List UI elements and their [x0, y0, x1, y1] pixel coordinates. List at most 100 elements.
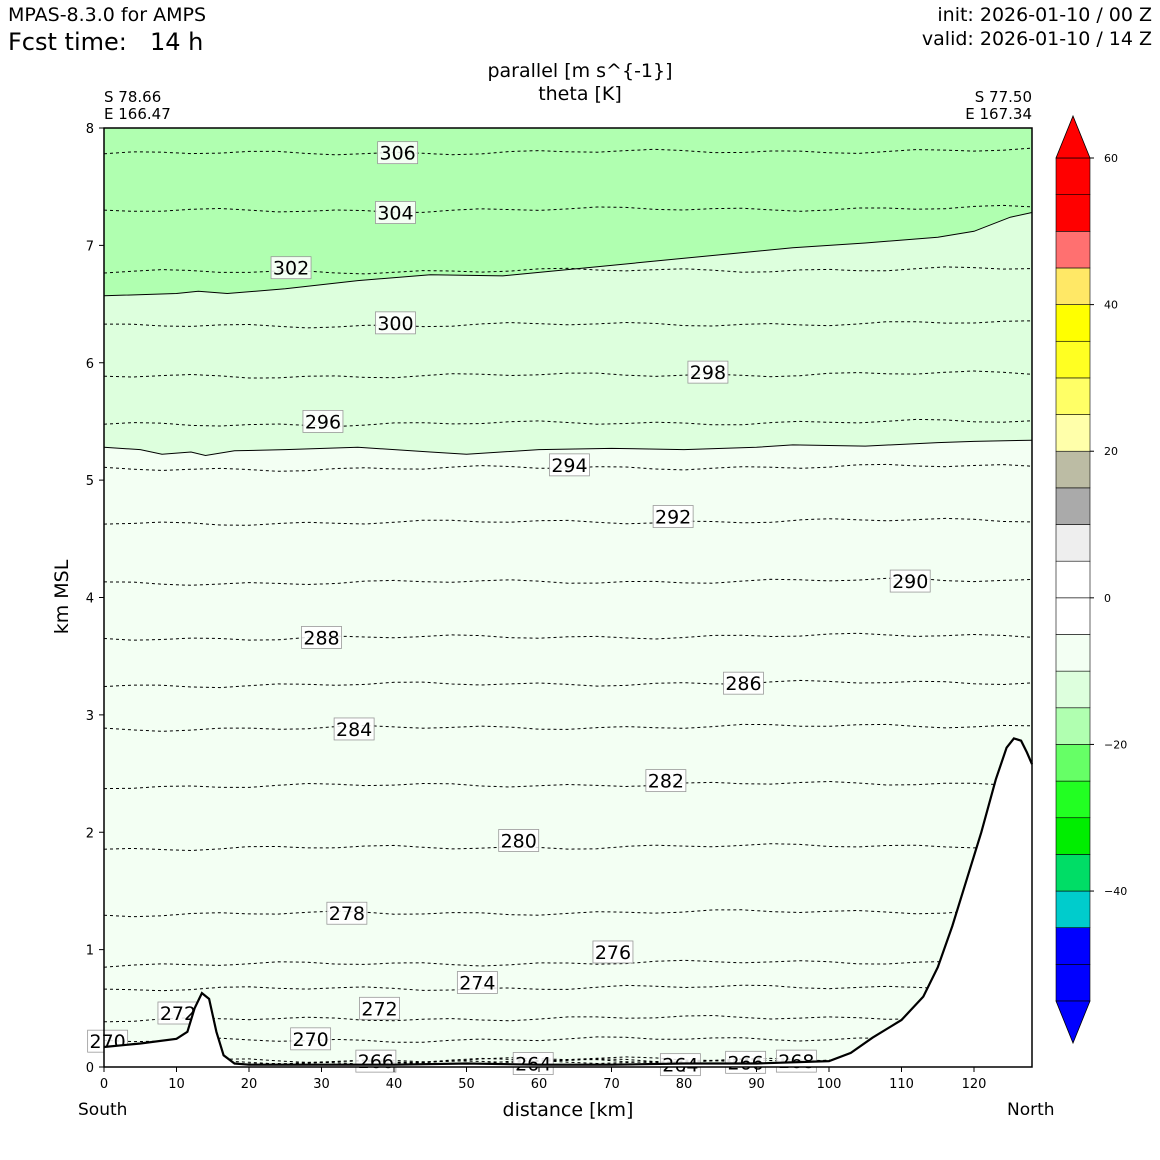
colorbar-swatch [1055, 707, 1091, 745]
colorbar-swatch [1055, 194, 1091, 232]
wind-contour-line [103, 212, 1033, 297]
colorbar-swatch [1055, 157, 1091, 195]
colorbar-tick-label: −20 [1104, 738, 1127, 751]
theta-contour-line [103, 909, 1033, 918]
theta-contour-line [103, 370, 1033, 379]
colorbar: 60 40 20 0 −20 −40 [1055, 114, 1127, 1045]
theta-contour-label: 282 [645, 769, 687, 793]
x-tick-label: 70 [603, 1077, 620, 1092]
svg-text:286: 286 [725, 673, 761, 695]
theta-contour-line [103, 577, 1033, 586]
svg-text:294: 294 [551, 455, 587, 477]
svg-text:302: 302 [273, 258, 309, 280]
colorbar-swatch [1055, 670, 1091, 709]
theta-contour-line [103, 1014, 1033, 1023]
terrain-line [103, 737, 1034, 1066]
x-tick-label: 60 [531, 1077, 548, 1092]
wind-fill-region [104, 128, 1032, 296]
theta-contour-line [103, 266, 1033, 275]
svg-text:290: 290 [892, 571, 928, 593]
theta-contour-line [103, 517, 1033, 526]
colorbar-under-arrow [1055, 1000, 1091, 1045]
theta-contour-line [103, 418, 1033, 428]
section-end-lon: E 167.34 [965, 105, 1032, 123]
theta-contour-line [103, 959, 1033, 968]
svg-text:272: 272 [160, 1003, 196, 1025]
y-tick-label: 6 [86, 357, 94, 372]
theta-contour-label: 306 [377, 141, 419, 165]
y-tick-label: 8 [86, 122, 94, 137]
theta-contour-label: 270 [290, 1027, 332, 1051]
x-tick-label: 100 [817, 1077, 842, 1092]
section-end-lat: S 77.50 [974, 88, 1032, 106]
theta-contour-label: 280 [498, 829, 540, 852]
theta-contour-line [103, 147, 1033, 156]
theta-contour-label: 298 [687, 360, 729, 384]
y-tick-label: 2 [86, 826, 94, 841]
svg-text:288: 288 [303, 627, 339, 649]
x-tick-label: 20 [241, 1077, 258, 1092]
forecast-time-label: Fcst time: [8, 28, 127, 56]
south-end-label: South [78, 1100, 128, 1120]
wind-fill-layer [103, 128, 1033, 457]
y-tick-label: 3 [86, 709, 94, 724]
svg-text:300: 300 [377, 313, 413, 335]
valid-time: valid: 2026-01-10 / 14 Z [921, 28, 1152, 50]
colorbar-swatch [1055, 854, 1091, 892]
theta-contour-label: 300 [375, 311, 416, 335]
y-tick-label: 0 [86, 1061, 94, 1076]
theta-contour-line [103, 632, 1033, 641]
colorbar-swatch [1055, 450, 1091, 489]
y-tick-label: 7 [86, 239, 94, 254]
colorbar-swatch [1055, 267, 1091, 305]
theta-contour-label: 304 [375, 201, 416, 225]
colorbar-tick-label: −40 [1104, 885, 1127, 898]
svg-text:278: 278 [329, 903, 365, 925]
colorbar-over-arrow [1055, 114, 1091, 159]
x-tick-label: 0 [100, 1077, 108, 1092]
x-tick-label: 40 [386, 1077, 403, 1092]
x-tick-label: 10 [168, 1077, 185, 1092]
theta-contour-line [103, 320, 1033, 329]
theta-contour-label: 276 [592, 940, 634, 964]
theta-contour-line [103, 843, 1033, 852]
x-tick-label: 110 [889, 1077, 914, 1092]
theta-contour-label: 288 [301, 626, 342, 649]
theta-contour-label: 284 [333, 717, 375, 741]
colorbar-swatch [1055, 560, 1091, 599]
forecast-time-value: 14 h [150, 28, 204, 56]
theta-contour-label: 278 [326, 901, 368, 925]
theta-contour-line [103, 780, 1033, 790]
colorbar-tick-label: 0 [1104, 592, 1111, 605]
colorbar-swatch [1055, 927, 1091, 965]
svg-text:304: 304 [377, 203, 413, 225]
x-tick-label: 30 [313, 1077, 330, 1092]
wind-contour-line [103, 439, 1033, 457]
section-start-lat: S 78.66 [104, 88, 162, 106]
colorbar-swatch [1055, 744, 1091, 782]
y-tick-label: 4 [86, 592, 94, 607]
theta-contour-label: 296 [302, 410, 344, 433]
svg-text:282: 282 [648, 771, 684, 793]
svg-text:298: 298 [690, 362, 726, 384]
colorbar-swatch [1055, 780, 1091, 819]
svg-text:266: 266 [358, 1051, 394, 1073]
y-tick-label: 5 [86, 474, 94, 489]
x-tick-label: 50 [458, 1077, 475, 1092]
y-tick-label: 1 [86, 944, 94, 959]
model-title: MPAS-8.3.0 for AMPS [8, 4, 207, 26]
svg-text:272: 272 [361, 998, 397, 1020]
svg-text:276: 276 [595, 942, 631, 964]
north-end-label: North [1007, 1100, 1055, 1120]
svg-text:296: 296 [305, 411, 341, 433]
colorbar-swatch [1055, 414, 1091, 452]
theta-contour-line [103, 723, 1033, 732]
svg-text:280: 280 [501, 830, 537, 852]
colorbar-tick-label: 20 [1104, 445, 1118, 458]
colorbar-swatch [1055, 377, 1091, 415]
theta-contour-line [103, 679, 1033, 689]
theta-contour-line [103, 204, 1033, 213]
colorbar-swatch [1055, 597, 1091, 635]
theta-contour-label: 274 [456, 971, 498, 994]
